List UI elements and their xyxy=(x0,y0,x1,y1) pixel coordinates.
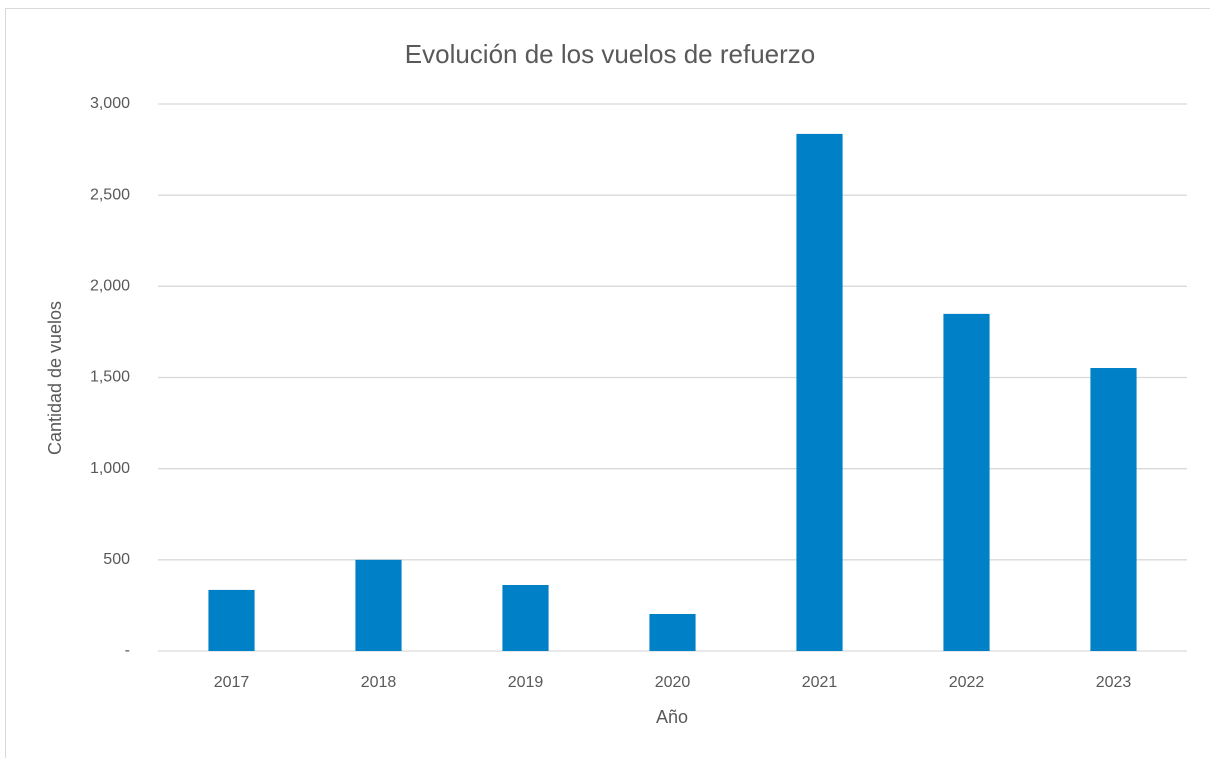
bar xyxy=(1090,368,1137,651)
chart-border xyxy=(5,8,1210,758)
y-tick-label: 3,000 xyxy=(90,95,130,112)
x-tick-label: 2018 xyxy=(361,674,397,691)
x-tick-label: 2023 xyxy=(1096,674,1132,691)
x-tick-label: 2022 xyxy=(949,674,985,691)
chart-title: Evolución de los vuelos de refuerzo xyxy=(405,39,815,69)
x-tick-label: 2021 xyxy=(802,674,838,691)
x-axis-label: Año xyxy=(656,707,688,727)
bar xyxy=(943,313,990,651)
x-tick-label: 2019 xyxy=(508,674,544,691)
bar xyxy=(796,133,843,652)
y-axis-label: Cantidad de vuelos xyxy=(45,301,65,455)
y-tick-label: 2,500 xyxy=(90,186,130,203)
y-tick-label: 500 xyxy=(103,551,130,568)
bar xyxy=(355,559,402,651)
bar xyxy=(502,584,549,651)
y-tick-label: - xyxy=(125,642,130,659)
bar xyxy=(649,613,696,651)
bar xyxy=(208,589,255,651)
x-tick-label: 2017 xyxy=(214,674,250,691)
y-tick-label: 2,000 xyxy=(90,278,130,295)
x-tick-label: 2020 xyxy=(655,674,691,691)
y-tick-label: 1,000 xyxy=(90,460,130,477)
y-tick-label: 1,500 xyxy=(90,369,130,386)
